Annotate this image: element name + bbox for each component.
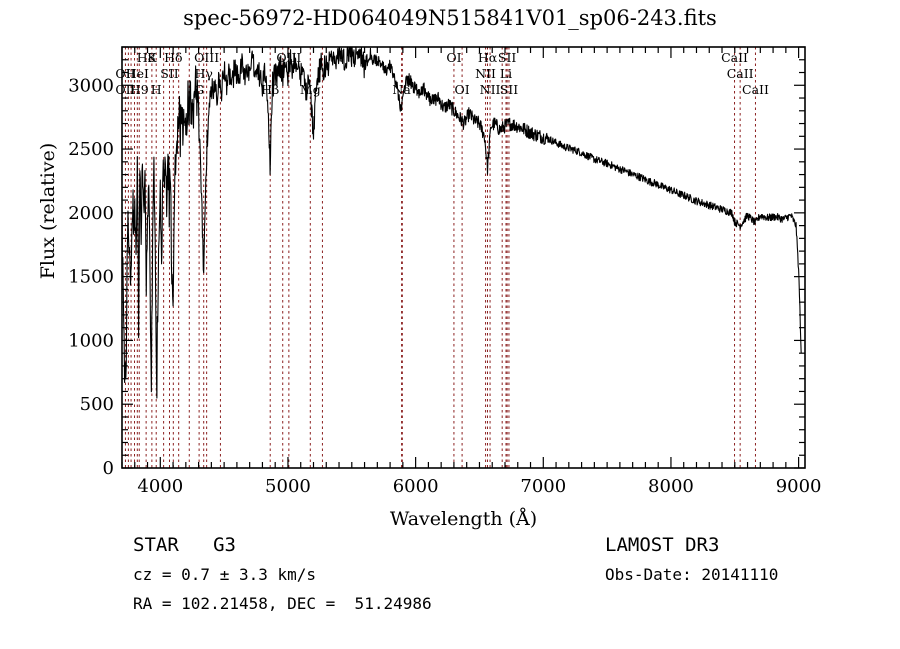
svg-text:4000: 4000 <box>137 476 183 497</box>
svg-text:2500: 2500 <box>68 139 114 160</box>
svg-text:0: 0 <box>103 458 114 479</box>
svg-text:3000: 3000 <box>68 75 114 96</box>
object-type: STAR G3 <box>133 534 236 556</box>
svg-text:500: 500 <box>80 394 114 415</box>
svg-text:H: H <box>151 82 162 97</box>
svg-text:Hδ: Hδ <box>164 50 182 65</box>
y-axis-ticks: 0 500 1000 1500 2000 2500 3000 <box>68 46 805 479</box>
svg-text:NII: NII <box>480 82 501 97</box>
svg-text:1000: 1000 <box>68 330 114 351</box>
svg-text:Mg: Mg <box>300 82 321 97</box>
svg-text:CaII: CaII <box>742 82 769 97</box>
chart-canvas: 4000 5000 6000 7000 8000 9000 0 500 1000 1500 200… <box>68 46 822 497</box>
svg-text:OIII: OIII <box>276 50 301 65</box>
svg-text:OII: OII <box>115 82 135 97</box>
x-axis-ticks: 4000 5000 6000 7000 8000 9000 <box>121 47 822 497</box>
spectrum-chart: 4000 5000 6000 7000 8000 9000 0 500 1000 1500 200… <box>37 46 822 530</box>
svg-text:H8: H8 <box>137 50 156 65</box>
svg-text:SII: SII <box>160 66 179 81</box>
emission-line-markers <box>124 47 756 468</box>
svg-text:NII: NII <box>475 66 496 81</box>
redshift-value: cz = 0.7 ± 3.3 km/s <box>133 565 317 584</box>
svg-text:H9: H9 <box>130 82 149 97</box>
page-title: spec-56972-HD064049N515841V01_sp06-243.f… <box>183 6 717 30</box>
svg-text:OI: OI <box>455 82 470 97</box>
svg-text:2000: 2000 <box>68 203 114 224</box>
svg-text:CaII: CaII <box>727 66 754 81</box>
svg-text:Hα: Hα <box>478 50 498 65</box>
spectrum-trace <box>121 46 802 399</box>
svg-text:Na: Na <box>392 82 411 97</box>
footer-right-column: LAMOST DR3 Obs-Date: 20141110 <box>605 534 778 594</box>
coordinates: RA = 102.21458, DEC = 51.24986 <box>133 594 432 613</box>
svg-text:8000: 8000 <box>648 476 694 497</box>
y-axis-label: Flux (relative) <box>37 142 59 280</box>
svg-text:G: G <box>194 82 204 97</box>
svg-text:OI: OI <box>446 50 461 65</box>
svg-text:OII: OII <box>115 66 135 81</box>
observation-date: Obs-Date: 20141110 <box>605 565 779 584</box>
svg-text:1500: 1500 <box>68 267 114 288</box>
plot-frame <box>121 46 806 469</box>
svg-text:7000: 7000 <box>520 476 566 497</box>
svg-text:SII: SII <box>498 50 517 65</box>
svg-text:HeI: HeI <box>126 66 149 81</box>
svg-text:5000: 5000 <box>265 476 311 497</box>
svg-text:Hγ: Hγ <box>195 66 213 81</box>
footer-left-column: STAR G3 cz = 0.7 ± 3.3 km/s RA = 102.214… <box>133 534 432 623</box>
svg-text:K: K <box>147 50 157 65</box>
x-axis-label: Wavelength (Å) <box>389 508 538 530</box>
svg-text:OIII: OIII <box>194 50 219 65</box>
svg-text:6000: 6000 <box>393 476 439 497</box>
svg-text:9000: 9000 <box>776 476 822 497</box>
survey-name: LAMOST DR3 <box>605 534 720 556</box>
svg-text:Hβ: Hβ <box>261 82 279 97</box>
svg-text:SII: SII <box>500 82 519 97</box>
svg-text:Li: Li <box>500 66 512 81</box>
svg-text:CaII: CaII <box>721 50 748 65</box>
metadata-footer: STAR G3 cz = 0.7 ± 3.3 km/s RA = 102.214… <box>0 534 900 649</box>
